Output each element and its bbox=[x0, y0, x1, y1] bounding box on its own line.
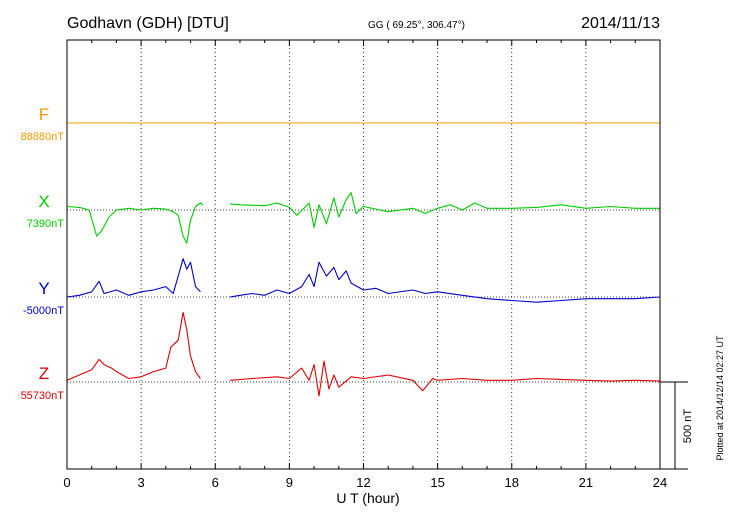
series-line-x bbox=[66, 192, 660, 244]
station-coords: GG ( 69.25°, 306.47°) bbox=[368, 20, 465, 31]
series-baseline-f: 88880nT bbox=[21, 131, 65, 143]
series-baseline-x: 7390nT bbox=[27, 218, 65, 230]
series-lines bbox=[66, 122, 661, 397]
series-line-z bbox=[66, 311, 661, 397]
plotted-timestamp: Plotted at 2014/12/14 02:27 UT bbox=[715, 335, 725, 461]
x-tick-label: 3 bbox=[138, 475, 145, 490]
chart-date: 2014/11/13 bbox=[581, 15, 660, 32]
x-tick-label: 18 bbox=[505, 475, 519, 490]
x-axis-label: U T (hour) bbox=[336, 490, 399, 506]
x-tick-label: 9 bbox=[286, 475, 293, 490]
series-name-z: Z bbox=[39, 364, 49, 383]
series-labels: F 88880nT X 7390nT Y -5000nT Z 55730nT bbox=[21, 105, 65, 402]
series-baseline-z: 55730nT bbox=[21, 390, 65, 402]
x-tick-label: 0 bbox=[63, 475, 70, 490]
x-tick-label: 21 bbox=[579, 475, 593, 490]
series-name-f: F bbox=[39, 105, 49, 124]
x-tick-label: 6 bbox=[212, 475, 219, 490]
series-line-y bbox=[66, 258, 661, 303]
grid-lines bbox=[140, 40, 587, 469]
scale-bar-label: 500 nT bbox=[682, 409, 694, 444]
x-tick-label: 24 bbox=[653, 475, 667, 490]
x-tick-label: 12 bbox=[356, 475, 370, 490]
scale-bar: 500 nT bbox=[660, 381, 694, 470]
series-baseline-y: -5000nT bbox=[23, 305, 64, 317]
x-axis: 0 3 6 9 12 15 18 21 24 bbox=[63, 40, 667, 490]
series-name-x: X bbox=[38, 192, 49, 211]
station-title: Godhavn (GDH) [DTU] bbox=[67, 15, 229, 32]
series-name-y: Y bbox=[38, 279, 49, 298]
x-tick-label: 15 bbox=[430, 475, 444, 490]
